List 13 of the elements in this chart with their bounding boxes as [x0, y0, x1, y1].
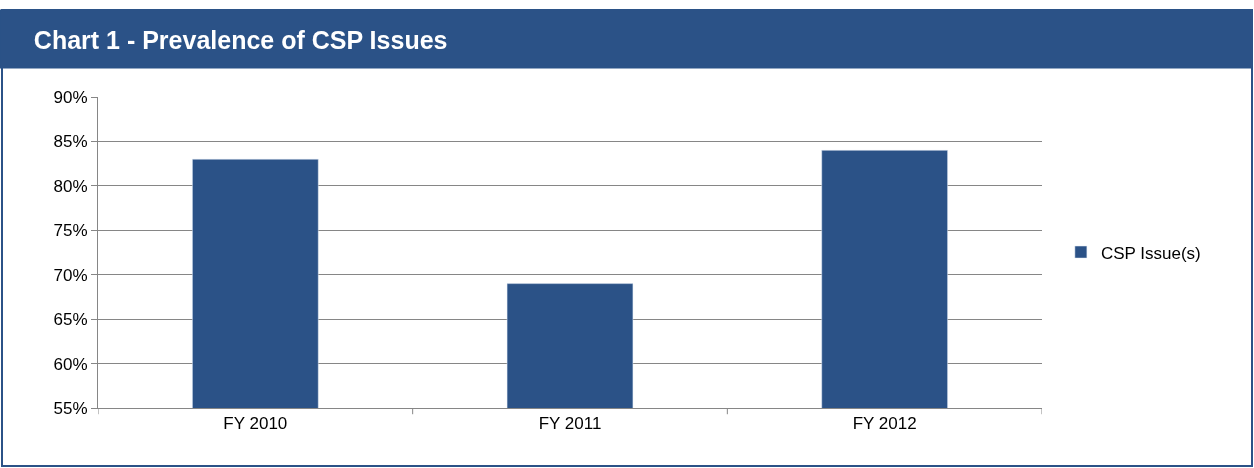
y-tick-label: 85% — [53, 132, 88, 152]
y-tick-label: 90% — [53, 87, 88, 107]
legend-label: CSP Issue(s) — [1100, 243, 1201, 263]
y-tick-label: 80% — [53, 176, 88, 196]
y-tick-label: 55% — [53, 398, 88, 418]
x-tick-label: FY 2012 — [852, 414, 917, 434]
y-tick-label: 60% — [53, 354, 88, 374]
x-tick-label: FY 2010 — [223, 414, 288, 434]
chart-title: Chart 1 - Prevalence of CSP Issues — [33, 25, 448, 54]
y-tick-label: 65% — [53, 310, 88, 330]
x-tick-label: FY 2011 — [538, 414, 602, 434]
y-tick-label: 70% — [53, 265, 88, 285]
y-tick-label: 75% — [53, 221, 88, 241]
